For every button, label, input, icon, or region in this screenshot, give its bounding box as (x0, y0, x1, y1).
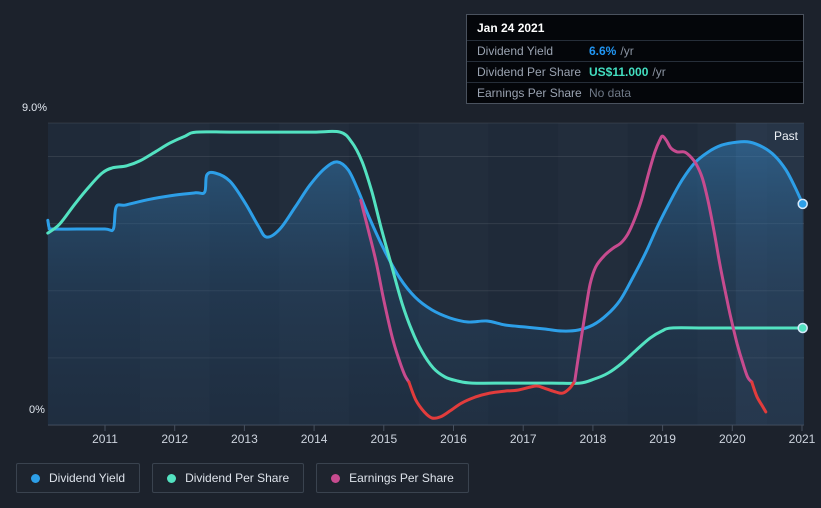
tooltip-label: Earnings Per Share (477, 86, 582, 100)
dividend-per-share-dot-icon (167, 473, 177, 483)
legend-label: Dividend Per Share (185, 471, 290, 485)
tooltip-label: Dividend Per Share (477, 65, 582, 79)
tooltip-suffix: /yr (652, 65, 666, 79)
legend-item-earnings-per-share[interactable]: Earnings Per Share (316, 463, 469, 493)
x-axis-label: 2017 (510, 432, 537, 446)
legend-label: Dividend Yield (49, 471, 126, 485)
tooltip-value: No data (589, 86, 632, 100)
tooltip-row-earnings-per-share: Earnings Per Share No data (467, 82, 803, 103)
chart-tooltip: Jan 24 2021 Dividend Yield 6.6% /yr Divi… (466, 14, 804, 104)
tooltip-value: US$11.000 (589, 65, 649, 79)
tooltip-label: Dividend Yield (477, 44, 554, 58)
y-axis-label: 9.0% (22, 102, 47, 114)
earnings-per-share-line-segment-3 (750, 380, 768, 414)
x-axis-label: 2016 (440, 432, 467, 446)
earnings-per-share-line-segment-2 (573, 134, 754, 384)
x-axis-label: 2014 (301, 432, 328, 446)
dividend-history-chart[interactable]: 9.0% 0% 2011 2012 2013 2014 2015 2016 2017 2018 20… (0, 0, 821, 455)
x-axis-label: 2019 (649, 432, 676, 446)
tooltip-value: 6.6% (589, 44, 617, 58)
chart-legend: Dividend Yield Dividend Per Share Earnin… (16, 463, 469, 493)
tooltip-suffix: /yr (620, 44, 634, 58)
x-axis-label: 2013 (231, 432, 258, 446)
dividend-yield-dot-icon (31, 473, 40, 483)
legend-label: Earnings Per Share (349, 471, 454, 485)
dividend-per-share-line (46, 129, 805, 385)
x-axis-label: 2015 (370, 432, 397, 446)
legend-item-dividend-per-share[interactable]: Dividend Per Share (152, 463, 305, 493)
x-axis-label: 2020 (719, 432, 746, 446)
x-axis-label: 2018 (580, 432, 607, 446)
dividend-yield-line (46, 140, 805, 333)
series-end-marker (797, 322, 808, 334)
legend-item-dividend-yield[interactable]: Dividend Yield (16, 463, 141, 493)
earnings-per-share-line-segment-1 (407, 379, 577, 420)
earnings-per-share-dot-icon (331, 473, 341, 483)
dividend-yield-area (47, 141, 805, 425)
tooltip-date: Jan 24 2021 (477, 21, 545, 35)
tooltip-row-dividend-yield: Dividend Yield 6.6% /yr (467, 40, 803, 61)
x-axis-label: 2011 (92, 432, 118, 446)
past-region-label: Past (774, 129, 799, 143)
tooltip-row-dividend-per-share: Dividend Per Share US$11.000 /yr (467, 61, 803, 82)
x-axis-label: 2021 (789, 432, 816, 446)
y-axis-label: 0% (29, 404, 45, 416)
earnings-per-share-line-segment-0 (359, 198, 411, 384)
series-end-marker (797, 198, 808, 210)
x-axis-label: 2012 (161, 432, 188, 446)
